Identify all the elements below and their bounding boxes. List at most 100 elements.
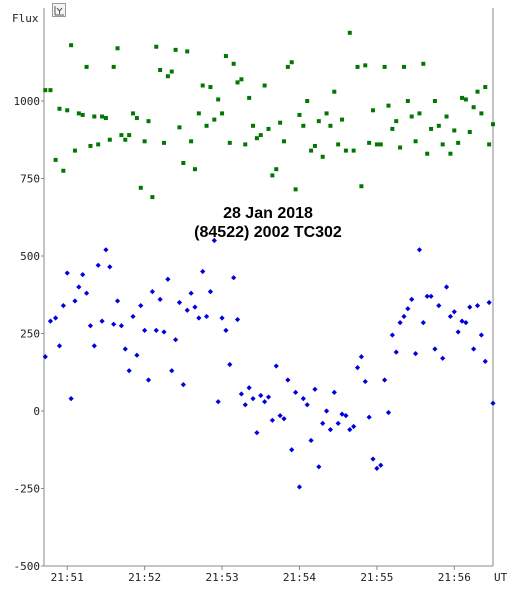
y-axis-ticks: -500 -250 0 250 500 750 1000	[14, 95, 44, 573]
data-point-series-1	[131, 111, 136, 116]
data-point-series-1	[192, 167, 197, 172]
data-point-series-2	[149, 289, 155, 295]
data-point-series-1	[43, 88, 48, 93]
data-point-series-2	[385, 409, 392, 416]
data-point-series-2	[180, 382, 186, 388]
data-point-series-2	[416, 247, 423, 253]
data-point-series-2	[231, 275, 237, 281]
data-point-series-1	[231, 61, 236, 66]
x-tick-label: 21:51	[51, 571, 84, 584]
data-point-series-2	[409, 296, 415, 302]
data-point-series-1	[57, 106, 62, 111]
data-point-series-2	[238, 391, 245, 397]
data-point-series-1	[200, 83, 205, 88]
data-point-series-1	[158, 68, 163, 72]
data-point-series-2	[339, 411, 345, 417]
data-point-series-1	[285, 64, 290, 69]
data-point-series-1	[69, 43, 74, 48]
data-point-series-1	[196, 111, 201, 116]
data-point-series-2	[87, 323, 94, 329]
data-point-series-1	[111, 64, 116, 69]
data-point-series-2	[335, 420, 341, 426]
x-tick-label: 21:56	[438, 571, 471, 584]
data-point-series-2	[53, 315, 59, 321]
data-point-series-1	[96, 142, 101, 147]
data-point-series-2	[134, 352, 140, 358]
data-point-series-1	[262, 83, 267, 88]
data-point-series-1	[467, 130, 472, 134]
data-point-series-2	[304, 402, 310, 408]
data-point-series-1	[390, 126, 395, 131]
data-point-series-1	[254, 136, 259, 141]
data-point-series-2	[80, 272, 86, 278]
data-point-series-2	[273, 363, 279, 369]
data-point-series-2	[157, 296, 163, 302]
data-point-series-1	[76, 111, 81, 116]
data-point-series-1	[367, 140, 372, 145]
data-point-series-1	[65, 108, 70, 113]
data-point-series-1	[374, 142, 379, 147]
data-point-series-1	[208, 85, 213, 90]
data-point-series-1	[189, 139, 194, 144]
data-point-series-2	[114, 298, 121, 304]
data-point-series-2	[76, 284, 82, 290]
data-point-series-1	[243, 142, 248, 147]
data-point-series-2	[188, 290, 194, 296]
data-point-series-1	[312, 143, 317, 148]
data-point-series-1	[386, 103, 391, 108]
data-point-series-1	[216, 97, 221, 102]
data-point-series-2	[467, 304, 473, 310]
data-point-series-1	[107, 137, 112, 142]
data-point-series-2	[490, 400, 496, 406]
data-point-series-1	[320, 154, 325, 159]
chart-tool-icon	[54, 6, 64, 16]
data-point-series-1	[355, 64, 360, 69]
data-point-series-2	[99, 318, 105, 324]
data-point-series-1	[417, 111, 422, 116]
data-point-series-2	[153, 327, 159, 333]
data-point-series-1	[119, 133, 124, 138]
data-point-series-2	[126, 368, 132, 374]
data-point-series-2	[405, 306, 411, 312]
data-point-series-1	[432, 99, 437, 103]
y-tick-label: 750	[20, 173, 40, 186]
data-point-series-1	[421, 61, 426, 66]
y-axis-label: Flux	[12, 12, 39, 25]
data-point-series-2	[60, 303, 66, 309]
data-point-series-1	[53, 157, 58, 162]
data-points	[42, 30, 496, 490]
data-point-series-1	[444, 114, 449, 119]
data-point-series-2	[64, 270, 70, 276]
data-point-series-1	[134, 116, 139, 121]
data-point-series-2	[211, 237, 217, 244]
chart-tool-button[interactable]	[52, 3, 66, 17]
data-point-series-2	[192, 304, 198, 310]
data-point-series-2	[459, 318, 465, 324]
x-axis-ticks: 21:51 21:52 21:53 21:54 21:55 21:56	[51, 566, 471, 584]
data-point-series-1	[475, 89, 480, 94]
data-point-series-2	[393, 349, 399, 355]
data-point-series-2	[285, 377, 291, 383]
data-point-series-1	[378, 142, 383, 147]
data-point-series-2	[262, 399, 268, 405]
data-point-series-2	[91, 343, 97, 349]
data-point-series-2	[347, 427, 353, 433]
data-point-series-2	[412, 351, 419, 357]
data-point-series-2	[277, 413, 283, 419]
data-point-series-2	[207, 289, 214, 295]
data-point-series-1	[181, 161, 186, 165]
data-point-series-2	[331, 389, 337, 395]
data-point-series-2	[420, 320, 426, 326]
data-point-series-2	[130, 313, 136, 320]
data-point-series-2	[42, 354, 48, 360]
data-point-series-1	[103, 116, 108, 121]
data-point-series-1	[401, 64, 406, 69]
data-point-series-1	[235, 80, 240, 85]
data-point-series-2	[107, 264, 113, 270]
data-point-series-2	[103, 247, 109, 253]
data-point-series-1	[359, 184, 364, 189]
data-point-series-2	[374, 465, 380, 471]
data-point-series-1	[340, 117, 345, 122]
data-point-series-2	[436, 303, 442, 309]
data-point-series-2	[397, 320, 403, 326]
